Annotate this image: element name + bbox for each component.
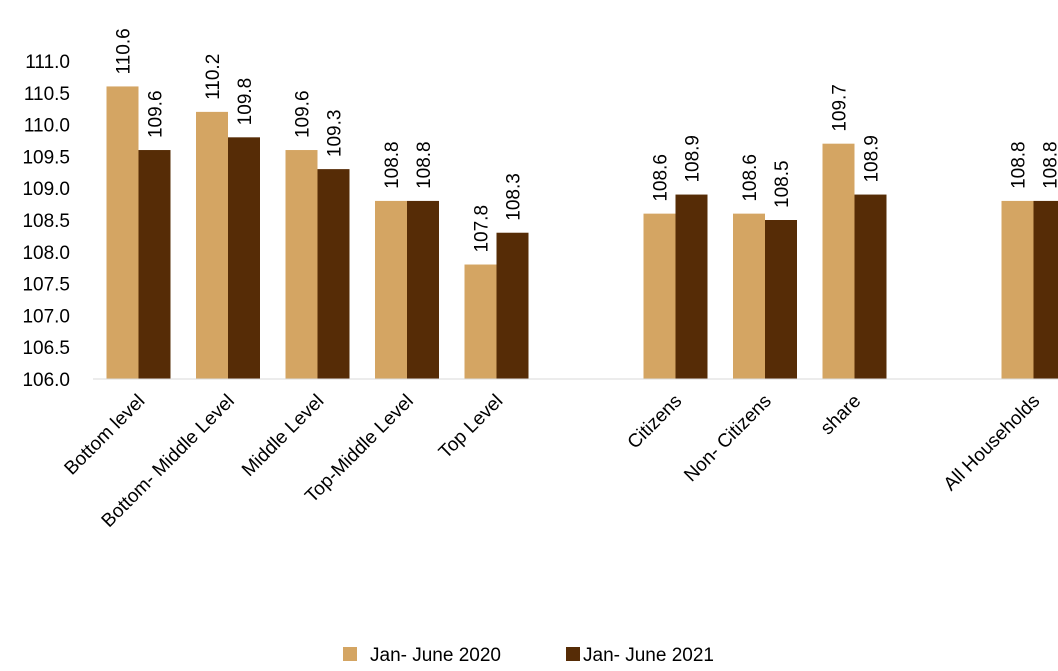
data-label: 109.3 — [325, 110, 346, 158]
y-tick-label: 106.0 — [22, 370, 70, 391]
y-tick-label: 110.5 — [24, 84, 70, 105]
bar — [106, 86, 139, 379]
data-label: 109.6 — [293, 90, 314, 138]
bar — [854, 194, 887, 379]
y-tick-label: 108.0 — [22, 243, 70, 264]
data-label: 110.2 — [203, 54, 224, 100]
x-tick-label: Middle Level — [238, 391, 328, 481]
legend-label: Jan- June 2020 — [370, 645, 501, 666]
data-label: 110.6 — [114, 28, 135, 74]
data-label: 108.6 — [651, 154, 672, 202]
y-tick-label: 109.0 — [22, 179, 70, 200]
data-label: 108.3 — [504, 173, 525, 221]
data-label: 108.5 — [772, 160, 793, 208]
bar — [496, 232, 529, 379]
bar — [228, 137, 260, 379]
x-tick-label: Top Level — [435, 391, 507, 463]
data-label: 108.8 — [382, 141, 403, 189]
data-label: 109.7 — [830, 84, 851, 132]
bar — [375, 200, 407, 379]
x-tick-label: Non- Citizens — [680, 391, 775, 486]
bar — [464, 264, 497, 379]
data-label: 109.8 — [235, 78, 256, 126]
y-tick-label: 107.0 — [22, 306, 70, 327]
bar — [1001, 200, 1034, 379]
legend-swatch — [566, 647, 580, 661]
bar — [765, 220, 797, 379]
bar — [733, 213, 765, 379]
data-label: 108.6 — [740, 154, 761, 202]
data-label: 108.8 — [1009, 141, 1030, 189]
data-label: 107.8 — [472, 205, 493, 253]
bar — [643, 213, 676, 379]
legend: Jan- June 2020 Jan- June 2021 — [343, 645, 714, 666]
y-tick-label: 110.0 — [24, 116, 70, 137]
x-tick-label: All Households — [940, 391, 1044, 495]
data-label: 108.8 — [414, 141, 435, 189]
y-tick-label: 111.0 — [25, 52, 70, 73]
data-labels: 110.6 109.6 110.2 109.8 109.6 109.3 108.8 108.8… — [114, 28, 1058, 252]
bar — [407, 200, 439, 379]
y-axis: 106.0 106.5 107.0 107.5 108.0 108.5 109.0 109.5… — [22, 52, 70, 391]
bar — [317, 169, 350, 379]
y-tick-label: 109.5 — [22, 147, 70, 168]
y-tick-label: 107.5 — [22, 275, 70, 296]
bar — [1033, 200, 1058, 379]
bar — [285, 150, 318, 379]
x-tick-label: Citizens — [624, 391, 687, 454]
data-label: 108.9 — [683, 135, 704, 183]
data-label: 108.9 — [862, 135, 883, 183]
bar — [822, 143, 855, 379]
bar — [138, 150, 171, 379]
legend-swatch — [343, 647, 357, 661]
y-tick-label: 106.5 — [22, 338, 70, 359]
bar — [196, 111, 228, 379]
x-tick-label: share — [817, 391, 865, 439]
bars — [106, 86, 1058, 379]
data-label: 109.6 — [146, 90, 167, 138]
x-tick-label: Bottom level — [61, 391, 150, 480]
y-tick-label: 108.5 — [22, 211, 70, 232]
data-label: 108.8 — [1041, 141, 1058, 189]
legend-label: Jan- June 2021 — [583, 645, 714, 666]
bar — [675, 194, 708, 379]
